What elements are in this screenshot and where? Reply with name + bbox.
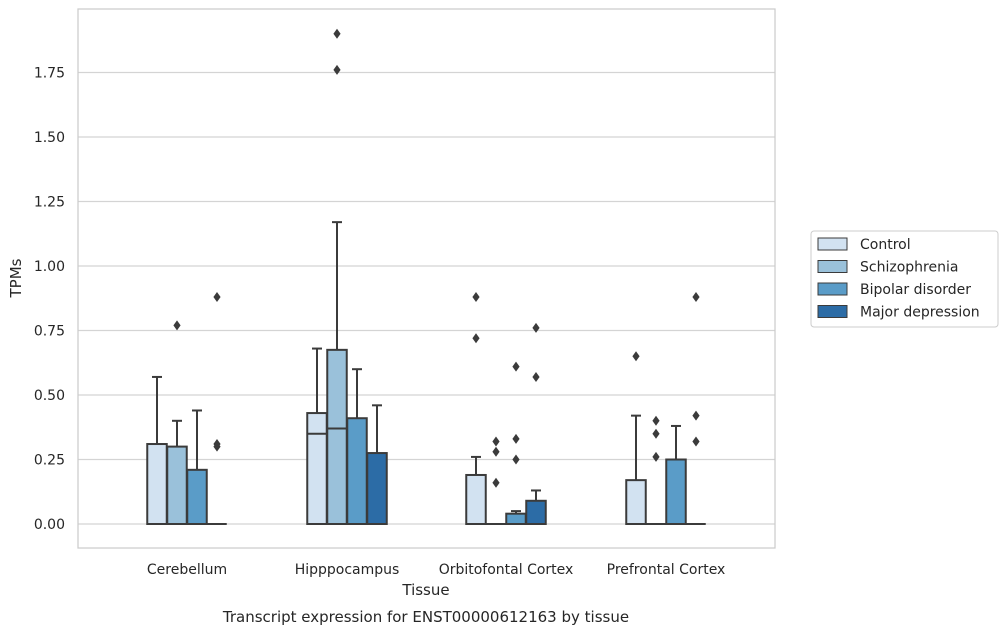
outlier-point: [532, 371, 540, 382]
box-3-3: [686, 291, 706, 525]
box-body: [366, 452, 388, 525]
y-tick-label: 1.75: [34, 66, 65, 82]
outlier-point: [632, 351, 640, 362]
box-body: [665, 458, 687, 525]
legend-swatch: [817, 260, 848, 273]
box-body: [326, 348, 348, 525]
box-2-1: [346, 368, 368, 525]
outlier-point: [492, 477, 500, 488]
box-2-2: [505, 361, 527, 525]
outlier-point: [692, 410, 700, 421]
outlier-point: [692, 291, 700, 302]
box-0-1: [306, 347, 328, 525]
gridlines: [78, 71, 775, 525]
y-tick-label: 1.00: [34, 259, 65, 275]
outlier-point: [512, 361, 520, 372]
outlier-point: [652, 415, 660, 426]
x-tick-labels: Cerebellum Hipppocampus Orbitofontal Corte…: [147, 562, 725, 578]
outlier-point: [472, 333, 480, 344]
box-2-3: [665, 424, 687, 525]
box-3-0: [207, 291, 227, 525]
box-1-2: [486, 436, 506, 525]
box-body: [465, 473, 487, 526]
outlier-point: [472, 291, 480, 302]
y-tick-label: 0.00: [34, 517, 65, 533]
box-body: [166, 445, 188, 526]
outlier-point: [213, 291, 221, 302]
y-tick-labels: 0.00 0.25 0.50 0.75 1.00 1.25 1.50 1.75: [34, 66, 65, 534]
legend-swatch: [817, 282, 848, 296]
box-body: [625, 479, 647, 526]
x-tick-label: Hipppocampus: [295, 562, 400, 578]
outlier-point: [333, 28, 341, 39]
outlier-point: [532, 322, 540, 333]
box-1-3: [646, 415, 666, 525]
outlier-point: [492, 446, 500, 457]
outlier-point: [512, 454, 520, 465]
chart-caption: Transcript expression for ENST0000061216…: [222, 608, 629, 626]
outlier-point: [512, 433, 520, 444]
box-3-2: [525, 322, 547, 525]
box-3-1: [366, 404, 388, 525]
outlier-point: [692, 436, 700, 447]
legend-label: Major depression: [860, 305, 980, 321]
box-body: [186, 468, 208, 526]
outlier-point: [492, 436, 500, 447]
outlier-point: [173, 320, 181, 331]
outlier-point: [652, 428, 660, 439]
x-axis-title: Tissue: [401, 581, 449, 599]
box-1-0: [166, 320, 188, 526]
y-tick-label: 1.50: [34, 130, 65, 146]
y-tick-label: 1.25: [34, 195, 65, 211]
legend-label: Schizophrenia: [860, 260, 958, 276]
plot-marks: [146, 28, 706, 526]
x-tick-label: Orbitofontal Cortex: [439, 562, 574, 578]
box-body: [525, 499, 547, 525]
box-2-0: [186, 409, 208, 526]
box-body: [346, 417, 368, 525]
box-1-1: [326, 28, 348, 525]
x-tick-label: Cerebellum: [147, 562, 227, 578]
outlier-point: [652, 451, 660, 462]
box-body: [306, 412, 328, 525]
legend-label: Control: [860, 237, 911, 253]
x-tick-label: Prefrontal Cortex: [607, 562, 726, 578]
outlier-point: [213, 439, 221, 450]
box-0-0: [146, 375, 168, 525]
y-tick-label: 0.50: [34, 388, 65, 404]
legend-swatch: [817, 237, 848, 251]
box-body: [505, 512, 527, 525]
box-0-3: [625, 351, 647, 526]
plot-frame: [77, 8, 776, 549]
outlier-point: [333, 64, 341, 75]
box-body: [146, 443, 168, 525]
legend-label: Bipolar disorder: [860, 282, 971, 298]
legend-frame: [810, 230, 999, 328]
legend: Control Schizophrenia Bipolar disorder Majo…: [810, 230, 999, 328]
y-tick-label: 0.25: [34, 453, 65, 469]
y-axis-title: TPMs: [7, 258, 25, 298]
legend-swatch: [817, 305, 848, 318]
box-0-2: [465, 291, 487, 526]
y-tick-label: 0.75: [34, 324, 65, 340]
